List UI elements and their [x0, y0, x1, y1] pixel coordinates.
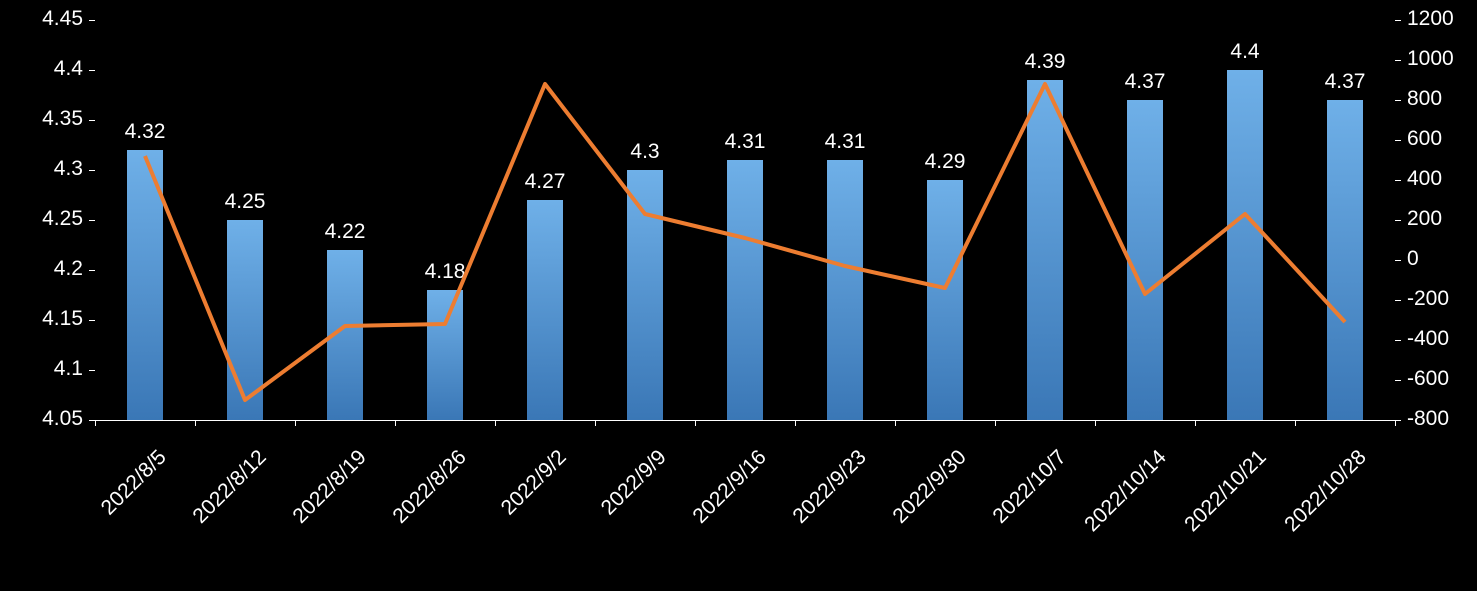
x-tick: [895, 420, 896, 426]
x-tick: [695, 420, 696, 426]
y-tick: [89, 220, 95, 221]
y-tick: [89, 120, 95, 121]
y-axis-label: 4.2: [0, 257, 83, 281]
y2-tick: [1395, 220, 1401, 221]
plot-area: 4.324.254.224.184.274.34.314.314.294.394…: [95, 20, 1395, 420]
x-tick: [995, 420, 996, 426]
y-tick: [89, 20, 95, 21]
x-tick: [295, 420, 296, 426]
y2-tick: [1395, 340, 1401, 341]
y-tick: [89, 70, 95, 71]
y2-axis-label: 800: [1407, 87, 1442, 111]
y-tick: [89, 270, 95, 271]
y-axis-label: 4.15: [0, 307, 83, 331]
y2-tick: [1395, 300, 1401, 301]
y2-axis-label: 1200: [1407, 7, 1454, 31]
y2-tick: [1395, 420, 1401, 421]
y2-axis-label: 1000: [1407, 47, 1454, 71]
y-axis-label: 4.25: [0, 207, 83, 231]
x-tick: [795, 420, 796, 426]
y2-tick: [1395, 100, 1401, 101]
y-axis-label: 4.45: [0, 7, 83, 31]
x-axis: [95, 420, 1395, 421]
x-tick: [1195, 420, 1196, 426]
y2-axis-label: -800: [1407, 407, 1449, 431]
y-axis-label: 4.1: [0, 357, 83, 381]
x-tick: [95, 420, 96, 426]
x-tick: [395, 420, 396, 426]
combo-chart: 4.324.254.224.184.274.34.314.314.294.394…: [0, 0, 1477, 591]
y-tick: [89, 320, 95, 321]
y2-axis-label: -200: [1407, 287, 1449, 311]
y-tick: [89, 420, 95, 421]
y2-tick: [1395, 60, 1401, 61]
y2-tick: [1395, 380, 1401, 381]
line-path: [145, 84, 1345, 400]
x-tick: [595, 420, 596, 426]
y2-axis-label: -400: [1407, 327, 1449, 351]
y-axis-label: 4.05: [0, 407, 83, 431]
x-tick: [195, 420, 196, 426]
x-tick: [1295, 420, 1296, 426]
y2-tick: [1395, 260, 1401, 261]
y2-axis-label: 600: [1407, 127, 1442, 151]
y2-axis-label: 0: [1407, 247, 1419, 271]
y2-tick: [1395, 180, 1401, 181]
y-axis-label: 4.4: [0, 57, 83, 81]
y2-axis-label: 400: [1407, 167, 1442, 191]
y2-tick: [1395, 20, 1401, 21]
line-series: [95, 20, 1395, 420]
y-axis-label: 4.35: [0, 107, 83, 131]
y-tick: [89, 370, 95, 371]
y-tick: [89, 170, 95, 171]
y2-tick: [1395, 140, 1401, 141]
y-axis-label: 4.3: [0, 157, 83, 181]
x-tick: [1095, 420, 1096, 426]
y2-axis-label: -600: [1407, 367, 1449, 391]
y2-axis-label: 200: [1407, 207, 1442, 231]
x-tick: [495, 420, 496, 426]
